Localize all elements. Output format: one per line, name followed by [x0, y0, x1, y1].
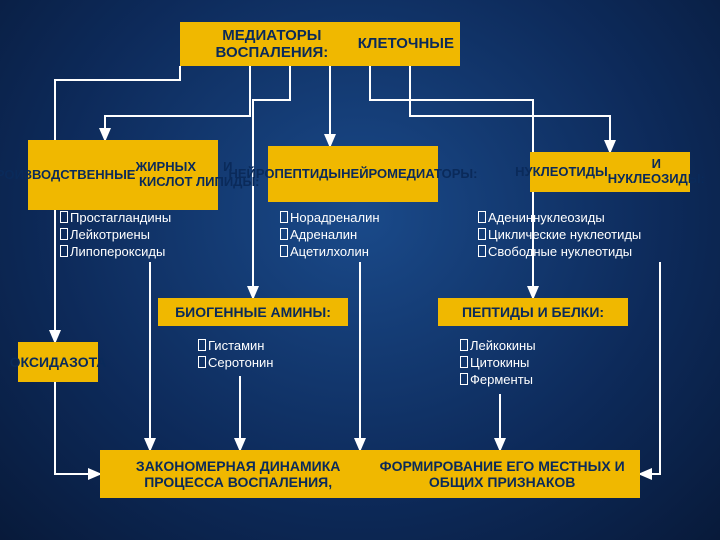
list-item: Липопероксиды: [60, 244, 171, 261]
nucleotides-box: НУКЛЕОТИДЫИ НУКЛЕОЗИДЫ:: [530, 152, 690, 192]
list-item: Свободные нуклеотиды: [478, 244, 641, 261]
nitric-oxide-box: ОКСИДАЗОТА: [18, 342, 98, 382]
peptides-proteins-box: ПЕПТИДЫ И БЕЛКИ:: [438, 298, 628, 326]
list-item: Адреналин: [280, 227, 380, 244]
list-item: Лейкокины: [460, 338, 536, 355]
neuropeptides-box: НЕЙРОПЕПТИДЫНЕЙРОМЕДИАТОРЫ:: [268, 146, 438, 202]
biogenic-amines-list: ГистаминСеротонин: [198, 338, 273, 372]
list-item: Норадреналин: [280, 210, 380, 227]
bottom-summary-box: ЗАКОНОМЕРНАЯ ДИНАМИКА ПРОЦЕССА ВОСПАЛЕНИ…: [100, 450, 640, 498]
biogenic-amines-box: БИОГЕННЫЕ АМИНЫ:: [158, 298, 348, 326]
list-item: Лейкотриены: [60, 227, 171, 244]
list-item: Серотонин: [198, 355, 273, 372]
list-item: Ферменты: [460, 372, 536, 389]
fatty-acids-list: ПростагландиныЛейкотриеныЛипопероксиды: [60, 210, 171, 261]
list-item: Гистамин: [198, 338, 273, 355]
peptides-list: ЛейкокиныЦитокиныФерменты: [460, 338, 536, 389]
nucleotides-list: АдениннуклеозидыЦиклические нуклеотидыСв…: [478, 210, 641, 261]
neuropeptides-list: НорадреналинАдреналинАцетилхолин: [280, 210, 380, 261]
list-item: Циклические нуклеотиды: [478, 227, 641, 244]
list-item: Простагландины: [60, 210, 171, 227]
list-item: Ацетилхолин: [280, 244, 380, 261]
fatty-acids-box: ПРОИЗВОДСТВЕННЫЕЖИРНЫХ КИСЛОТИ ЛИПИДЫ:: [28, 140, 218, 210]
list-item: Адениннуклеозиды: [478, 210, 641, 227]
title-box: МЕДИАТОРЫ ВОСПАЛЕНИЯ:КЛЕТОЧНЫЕ: [180, 22, 460, 66]
list-item: Цитокины: [460, 355, 536, 372]
